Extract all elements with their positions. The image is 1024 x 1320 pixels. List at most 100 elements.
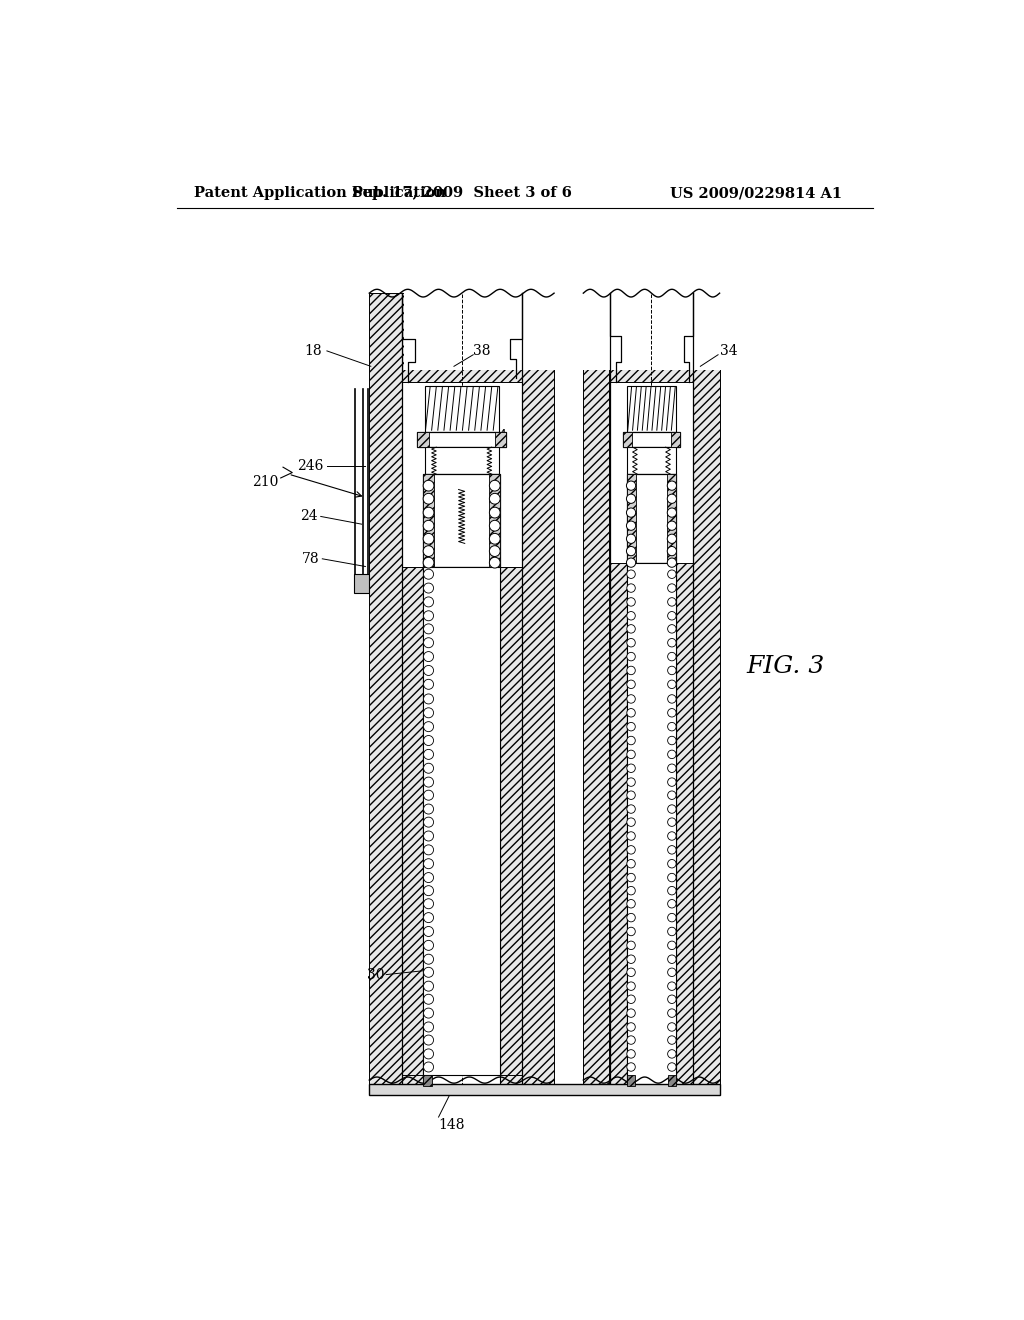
Circle shape	[668, 941, 676, 949]
Circle shape	[424, 994, 433, 1005]
Circle shape	[424, 652, 433, 661]
Circle shape	[424, 735, 433, 746]
Bar	[521, 293, 554, 1086]
Circle shape	[424, 1008, 433, 1018]
Circle shape	[668, 750, 676, 759]
Bar	[668, 1074, 676, 1086]
Bar	[370, 293, 401, 1086]
Bar	[693, 293, 720, 1086]
Circle shape	[423, 494, 434, 504]
Circle shape	[668, 913, 676, 921]
Bar	[423, 566, 500, 1074]
Circle shape	[668, 598, 676, 606]
Circle shape	[668, 1049, 676, 1059]
Circle shape	[627, 694, 635, 704]
Circle shape	[668, 583, 676, 593]
Text: 82: 82	[478, 556, 496, 570]
Circle shape	[627, 954, 635, 964]
Bar	[628, 474, 676, 562]
Bar	[425, 447, 499, 474]
Circle shape	[489, 480, 500, 491]
Circle shape	[627, 480, 636, 490]
Text: Patent Application Publication: Patent Application Publication	[194, 186, 445, 201]
Text: 254: 254	[481, 429, 507, 442]
Circle shape	[424, 750, 433, 759]
Circle shape	[668, 874, 676, 882]
Circle shape	[627, 624, 635, 634]
Text: 24: 24	[300, 510, 317, 524]
Circle shape	[668, 1063, 676, 1072]
Circle shape	[627, 598, 635, 606]
Text: Sep. 17, 2009  Sheet 3 of 6: Sep. 17, 2009 Sheet 3 of 6	[351, 186, 571, 201]
Circle shape	[668, 887, 676, 895]
Circle shape	[424, 597, 433, 607]
Circle shape	[627, 995, 635, 1003]
Circle shape	[627, 521, 636, 531]
Circle shape	[424, 899, 433, 908]
Circle shape	[668, 818, 676, 826]
Bar	[489, 474, 500, 566]
Circle shape	[668, 570, 676, 578]
Bar	[423, 1074, 432, 1086]
Circle shape	[424, 832, 433, 841]
Circle shape	[668, 846, 676, 854]
Bar	[623, 432, 680, 447]
Circle shape	[489, 507, 500, 517]
Circle shape	[627, 680, 635, 689]
Circle shape	[668, 694, 676, 704]
Circle shape	[424, 1063, 433, 1072]
Bar	[584, 293, 609, 1086]
Circle shape	[627, 941, 635, 949]
Text: 34: 34	[720, 345, 737, 358]
Bar	[423, 474, 434, 566]
Circle shape	[424, 927, 433, 936]
Circle shape	[668, 508, 677, 517]
Circle shape	[627, 846, 635, 854]
Circle shape	[668, 764, 676, 772]
Text: US 2009/0229814 A1: US 2009/0229814 A1	[670, 186, 842, 201]
Circle shape	[627, 722, 635, 731]
Circle shape	[424, 708, 433, 718]
Circle shape	[668, 709, 676, 717]
Circle shape	[627, 777, 635, 787]
Bar	[628, 1074, 635, 1086]
Circle shape	[424, 968, 433, 977]
Bar	[370, 1084, 720, 1096]
Circle shape	[668, 480, 677, 490]
Circle shape	[627, 764, 635, 772]
Circle shape	[668, 624, 676, 634]
Circle shape	[668, 652, 676, 661]
Circle shape	[668, 1036, 676, 1044]
Circle shape	[627, 652, 635, 661]
Circle shape	[424, 940, 433, 950]
Circle shape	[668, 899, 676, 908]
Circle shape	[627, 737, 635, 744]
Circle shape	[489, 520, 500, 531]
Circle shape	[668, 859, 676, 869]
Text: 238: 238	[468, 451, 494, 466]
Text: 230: 230	[473, 440, 500, 454]
Circle shape	[627, 1008, 635, 1018]
Circle shape	[668, 639, 676, 647]
Circle shape	[424, 804, 433, 814]
Circle shape	[627, 639, 635, 647]
Circle shape	[423, 545, 434, 557]
Circle shape	[627, 494, 636, 503]
Circle shape	[627, 546, 636, 556]
Circle shape	[627, 1036, 635, 1044]
Circle shape	[627, 805, 635, 813]
Circle shape	[627, 1063, 635, 1072]
Circle shape	[627, 1049, 635, 1059]
Bar	[628, 385, 676, 432]
Circle shape	[627, 832, 635, 841]
Bar	[401, 566, 423, 1074]
Circle shape	[423, 520, 434, 531]
Text: 210: 210	[252, 475, 279, 488]
Circle shape	[627, 859, 635, 869]
Circle shape	[424, 777, 433, 787]
Circle shape	[424, 680, 433, 689]
Text: 14: 14	[654, 883, 672, 896]
Circle shape	[489, 545, 500, 557]
Text: 246: 246	[297, 459, 323, 474]
Circle shape	[423, 557, 434, 568]
